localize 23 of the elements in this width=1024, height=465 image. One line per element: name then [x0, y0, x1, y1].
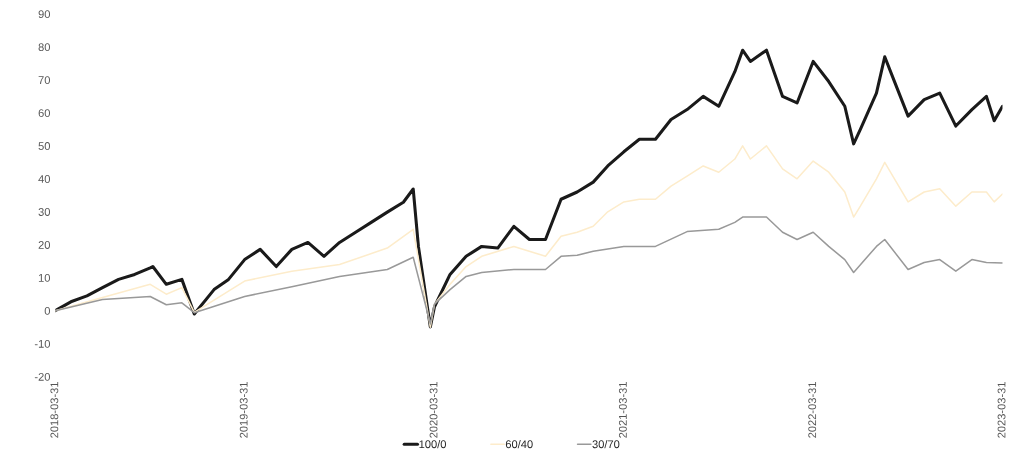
y-tick-label: -10	[34, 339, 50, 348]
y-tick-label: 60	[38, 109, 50, 117]
y-tick-label: 90	[38, 10, 50, 19]
x-tick-label: 2020-03-31	[429, 382, 438, 438]
x-tick-label: 2023-03-31	[997, 382, 1006, 438]
y-tick-label: 30	[38, 208, 50, 216]
y-tick-label: 80	[38, 43, 50, 52]
x-tick-label: 2018-03-31	[50, 382, 59, 438]
y-tick-label: 40	[38, 175, 50, 183]
y-tick-label: 50	[38, 142, 50, 150]
y-tick-label: 70	[38, 76, 50, 85]
line-series	[55, 216, 1003, 325]
line-series	[55, 48, 1003, 329]
y-tick-label: -20	[34, 372, 50, 381]
y-tick-label: 10	[38, 274, 50, 282]
x-tick-label: 2019-03-31	[239, 382, 248, 438]
legend-label: 60/40	[505, 439, 533, 449]
legend-label: 30/70	[592, 439, 620, 449]
legend-label: 100/0	[419, 439, 446, 449]
x-tick-label: 2021-03-31	[618, 382, 627, 438]
y-tick-label: 0	[44, 306, 50, 315]
x-tick-label: 2022-03-31	[808, 382, 817, 438]
y-tick-label: 20	[38, 241, 50, 249]
